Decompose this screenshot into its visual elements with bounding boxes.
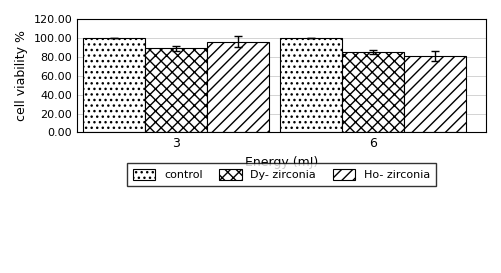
Bar [145,48,207,132]
Bar [207,42,269,132]
Bar [83,38,145,132]
Y-axis label: cell viability %: cell viability % [15,30,28,121]
Bar [280,38,342,132]
Bar [342,52,404,132]
Legend: control, Dy- zirconia, Ho- zirconia: control, Dy- zirconia, Ho- zirconia [127,163,436,186]
X-axis label: Energy (mJ): Energy (mJ) [245,156,318,169]
Bar [404,56,466,132]
